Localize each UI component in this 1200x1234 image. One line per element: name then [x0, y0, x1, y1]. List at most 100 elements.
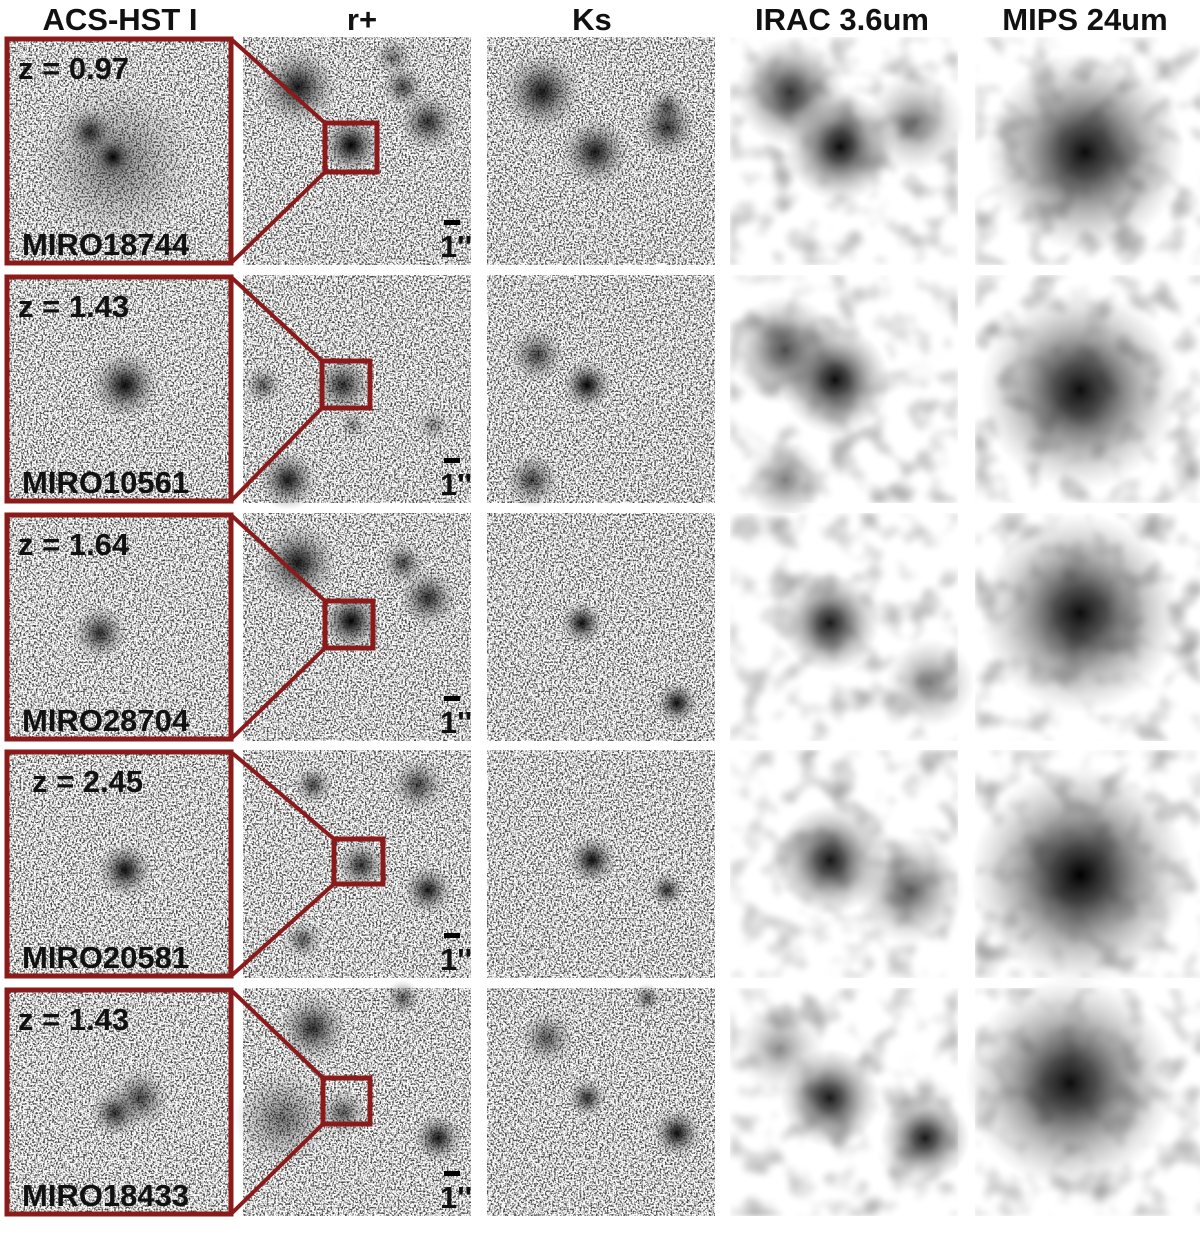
source-name: MIRO28704: [22, 703, 190, 738]
zoom-box: [322, 120, 380, 175]
source: [390, 757, 446, 813]
image-panel: [5, 37, 233, 265]
source: [293, 765, 333, 805]
image-panel: [730, 513, 975, 741]
scale-bar: [444, 1171, 460, 1176]
source: [865, 72, 965, 172]
source: [655, 681, 699, 725]
redshift-label: z = 1.43: [18, 289, 129, 324]
image-panel: [5, 750, 233, 978]
image-panel: [975, 37, 1200, 265]
image-panel: [975, 513, 1200, 741]
image-panel: [970, 750, 1200, 985]
image-panel: [487, 513, 715, 741]
source: [313, 355, 373, 415]
source: [560, 601, 604, 645]
redshift-label: z = 1.64: [18, 527, 130, 562]
source-name: MIRO18433: [22, 1178, 189, 1213]
scale-label: 1'': [440, 467, 472, 502]
scale-bar: [444, 696, 460, 701]
scale-label: 1'': [440, 229, 472, 264]
image-panel: [730, 750, 965, 978]
zoom-box: [322, 598, 376, 651]
image-panel: [243, 275, 471, 510]
image-panel: [233, 980, 471, 1216]
source: [258, 47, 338, 127]
source: [278, 993, 348, 1063]
zoom-line: [229, 275, 324, 363]
scale-label: 1'': [440, 942, 472, 977]
column-header: IRAC 3.6um: [755, 2, 929, 37]
zoom-line: [229, 513, 327, 603]
image-panel: [965, 978, 1200, 1216]
source: [502, 52, 582, 132]
source: [385, 980, 421, 1016]
scale-bar: [444, 458, 460, 463]
image-panel: [975, 275, 1200, 503]
source: [90, 350, 160, 420]
source: [970, 765, 1190, 985]
source: [519, 1010, 575, 1066]
zoom-line: [229, 37, 327, 125]
source: [985, 52, 1185, 252]
source: [72, 605, 128, 661]
source: [403, 865, 453, 915]
column-header: ACS-HST I: [43, 2, 198, 37]
image-panel: [487, 983, 715, 1216]
source: [980, 513, 1180, 713]
source: [560, 117, 630, 187]
image-panel: [730, 37, 965, 265]
source-name: MIRO20581: [22, 940, 189, 975]
source: [567, 1078, 607, 1118]
image-panel: [730, 275, 958, 520]
source: [745, 440, 825, 520]
zoom-line: [229, 170, 327, 265]
scale-bar: [444, 933, 460, 938]
source: [880, 1093, 970, 1183]
zoom-line: [229, 988, 325, 1080]
source: [649, 872, 685, 908]
source: [855, 835, 965, 945]
source-name: MIRO10561: [22, 465, 189, 500]
source: [398, 92, 458, 152]
zoom-line: [229, 750, 336, 841]
zoom-line: [229, 646, 327, 741]
zoom-line: [229, 882, 336, 978]
source: [398, 568, 458, 628]
source: [562, 360, 612, 410]
source: [321, 115, 381, 175]
image-panel: [5, 988, 233, 1216]
scale-bar: [444, 220, 460, 225]
zoom-box: [331, 836, 386, 887]
redshift-label: z = 1.43: [18, 1002, 129, 1037]
source: [97, 842, 153, 898]
image-panel: [5, 513, 233, 741]
source: [258, 523, 338, 603]
zoom-box: [320, 1075, 373, 1127]
column-header: MIPS 24um: [1002, 2, 1167, 37]
source: [509, 327, 565, 383]
source: [243, 365, 283, 405]
acs-frame: [4, 749, 234, 979]
source: [780, 325, 890, 435]
image-panel: [243, 513, 471, 741]
image-panel: [5, 275, 233, 503]
source: [735, 1003, 825, 1093]
source: [504, 452, 560, 508]
source: [980, 290, 1180, 490]
zoom-line: [229, 406, 324, 503]
source: [567, 835, 617, 885]
source: [885, 638, 975, 728]
column-header: r+: [347, 2, 377, 37]
image-panel: [487, 750, 715, 978]
source: [258, 450, 318, 510]
image-panel: [730, 988, 970, 1216]
source: [647, 87, 687, 127]
source: [283, 920, 323, 960]
source: [91, 135, 135, 179]
image-panel: [487, 37, 715, 265]
acs-frame: [4, 274, 234, 504]
image-panel: [487, 275, 715, 508]
